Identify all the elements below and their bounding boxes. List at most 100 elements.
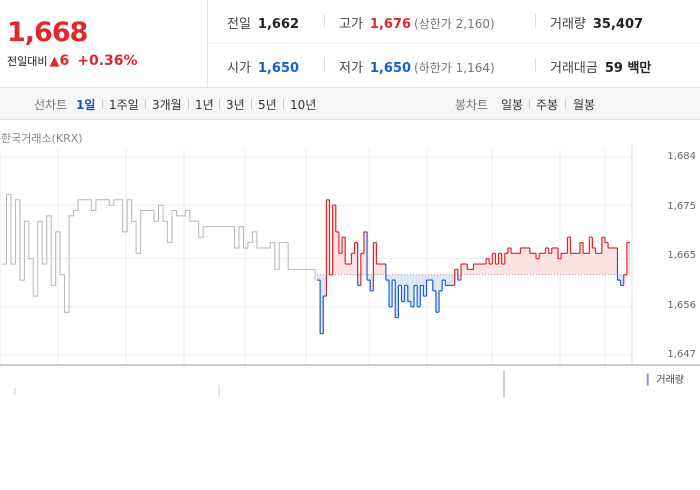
up-fill (470, 269, 474, 275)
down-fill (417, 274, 421, 307)
up-fill (454, 269, 459, 275)
up-fill (579, 242, 584, 275)
price-chart[interactable] (0, 145, 700, 397)
y-tick-label: 1,647 (667, 349, 696, 360)
price-summary: 1,668 전일대비 ▲6 +0.36% (0, 0, 208, 88)
tab-weekly[interactable]: 주봉 (536, 98, 559, 112)
up-fill (373, 242, 377, 275)
up-fill (476, 264, 481, 275)
down-fill (385, 274, 390, 281)
up-fill (360, 253, 365, 275)
up-fill (492, 253, 496, 275)
up-fill (379, 264, 384, 275)
change-label: 전일대비 (7, 55, 48, 68)
up-fill (464, 264, 468, 275)
down-fill (620, 274, 625, 286)
tab-1w[interactable]: 1주일 (109, 98, 139, 112)
down-fill (432, 274, 437, 291)
tab-1y[interactable]: 1년 (195, 98, 214, 112)
stat-open: 시가 1,650 (227, 61, 300, 76)
up-fill (517, 253, 521, 275)
up-fill (539, 253, 543, 275)
up-fill (504, 253, 509, 275)
volume-legend: ▎ 거래량 (646, 375, 684, 386)
down-fill (395, 274, 399, 318)
data-source: 한국거래소(KRX) (1, 132, 83, 145)
up-fill (473, 264, 477, 275)
up-fill (561, 253, 565, 275)
up-fill (595, 253, 599, 275)
up-fill (486, 258, 490, 275)
up-fill (363, 231, 368, 275)
up-fill (501, 264, 506, 275)
stat-prev-close: 전일 1,662 (227, 17, 300, 32)
down-fill (323, 274, 327, 297)
price-change: 전일대비 ▲6 +0.36% (7, 53, 138, 69)
up-fill (529, 253, 534, 275)
up-fill (592, 247, 596, 275)
change-percent: +0.36% (77, 53, 138, 69)
down-fill (445, 274, 449, 286)
down-fill (617, 274, 621, 281)
down-fill (457, 274, 462, 281)
y-tick-label: 1,656 (667, 300, 696, 311)
chart-grid (0, 145, 633, 365)
down-fill (435, 274, 440, 313)
down-fill (451, 274, 456, 286)
up-fill (626, 242, 631, 275)
up-fill (551, 247, 556, 275)
stat-high: 고가 1,676 (상한가 2,160) (339, 17, 495, 32)
up-fill (586, 253, 590, 275)
up-fill (382, 264, 387, 275)
tab-3y[interactable]: 3년 (226, 98, 245, 112)
up-fill (342, 237, 346, 275)
up-fill (511, 253, 515, 275)
stats-row: 시가 1,650 저가 1,650 (하한가 1,164) 거래대금 59 백만 (209, 44, 700, 88)
up-fill (482, 264, 487, 275)
change-amount: 6 (59, 53, 70, 69)
tab-monthly[interactable]: 월봉 (573, 98, 596, 112)
up-fill (532, 253, 537, 275)
up-fill (495, 264, 499, 275)
down-fill (320, 274, 324, 334)
tab-5y[interactable]: 5년 (258, 98, 277, 112)
up-fill (523, 247, 528, 275)
up-fill (570, 253, 574, 275)
up-fill (326, 199, 330, 275)
up-fill (598, 253, 603, 275)
up-fill (335, 231, 340, 275)
stats-row: 전일 1,662 고가 1,676 (상한가 2,160) 거래량 35,407 (209, 0, 700, 44)
up-fill (345, 264, 349, 275)
up-fill (376, 264, 380, 275)
line-chart-title: 선차트 (34, 98, 68, 112)
tab-3m[interactable]: 3개월 (152, 98, 182, 112)
down-fill (407, 274, 412, 302)
up-fill (608, 247, 612, 275)
up-fill (514, 253, 518, 275)
down-fill (414, 274, 418, 286)
down-fill (404, 274, 409, 286)
up-fill (604, 242, 609, 275)
down-fill (392, 274, 396, 281)
up-fill (526, 247, 531, 275)
down-fill (442, 274, 446, 281)
up-fill (460, 264, 465, 275)
prev-session-line (2, 194, 316, 313)
down-fill (423, 274, 427, 297)
chart-period-bar: 선차트 1일 1주일 3개월 1년 3년 5년 10년 봉차트 일봉 주봉 월봉 (0, 88, 700, 120)
down-fill (370, 274, 374, 291)
legend-marker-icon: ▎ (646, 375, 655, 386)
down-fill (317, 274, 321, 281)
up-fill (564, 253, 568, 275)
price-stats: 전일 1,662 고가 1,676 (상한가 2,160) 거래량 35,407 시가 1… (209, 0, 700, 88)
down-fill (420, 274, 424, 286)
up-fill (507, 247, 512, 275)
down-fill (357, 274, 362, 286)
tab-1d[interactable]: 1일 (76, 98, 96, 112)
down-fill (388, 274, 393, 307)
up-fill (332, 205, 337, 275)
tab-daily[interactable]: 일봉 (501, 98, 524, 112)
stat-turnover: 거래대금 59 백만 (550, 61, 652, 76)
down-fill (398, 274, 402, 286)
tab-10y[interactable]: 10년 (290, 98, 317, 112)
